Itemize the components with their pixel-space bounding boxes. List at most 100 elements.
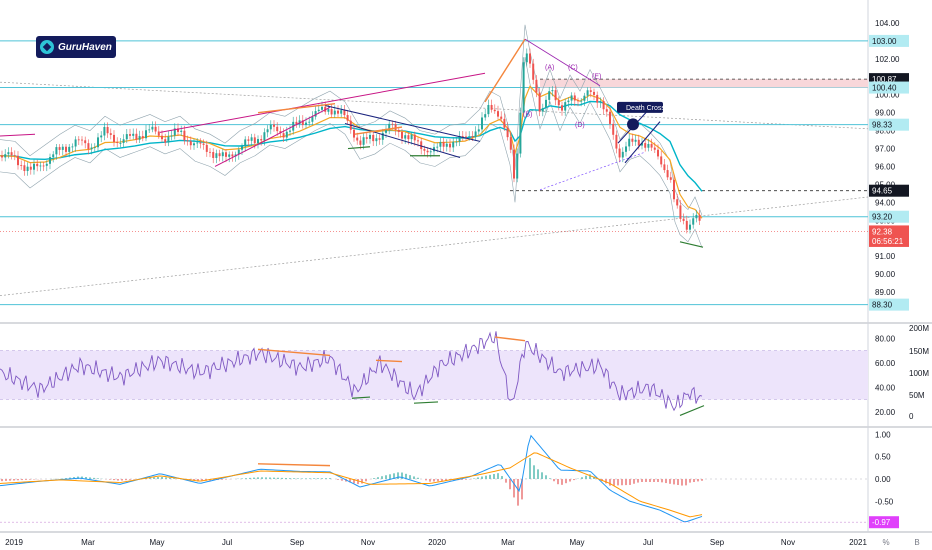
macd-histogram-bar xyxy=(649,479,651,482)
macd-histogram-bar xyxy=(65,478,67,479)
candle-body xyxy=(257,139,259,144)
candle-body xyxy=(433,147,435,152)
candle-body xyxy=(525,53,528,63)
candle-body xyxy=(599,101,602,103)
candle-body xyxy=(170,135,173,137)
rsi-band xyxy=(0,350,868,400)
candle-body xyxy=(685,220,688,230)
candle-body xyxy=(596,94,599,103)
candle-body xyxy=(39,165,42,167)
macd-tick-label: 1.00 xyxy=(875,430,891,439)
candle-body xyxy=(164,139,167,143)
percent-toggle[interactable]: % xyxy=(882,538,889,547)
macd-line xyxy=(0,434,703,523)
candle-body xyxy=(692,218,695,225)
macd-histogram-bar xyxy=(633,479,635,484)
candle-body xyxy=(250,137,253,141)
price-tag-label: 93.20 xyxy=(872,213,893,222)
price-tag xyxy=(869,298,909,311)
macd-histogram-bar xyxy=(493,474,495,479)
time-axis-label: 2021 xyxy=(849,538,867,547)
rsi-divergence xyxy=(375,359,403,363)
candle-body xyxy=(241,146,243,150)
candle-body xyxy=(381,132,384,140)
candle-body xyxy=(129,134,131,136)
candle-body xyxy=(618,148,621,158)
macd-histogram-bar xyxy=(521,479,523,500)
candle-body xyxy=(698,214,701,221)
macd-histogram-bar xyxy=(637,479,639,483)
candle-body xyxy=(372,134,375,142)
candle-body xyxy=(61,146,64,150)
macd-histogram-bar xyxy=(357,479,359,485)
candle-body xyxy=(209,151,211,153)
macd-histogram-bar xyxy=(245,478,247,479)
candle-body xyxy=(535,79,538,93)
candle-body xyxy=(58,147,61,150)
macd-histogram-bar xyxy=(153,477,155,479)
candle-body xyxy=(634,139,637,142)
death-cross-callout xyxy=(617,101,663,113)
candle-body xyxy=(442,141,445,147)
logo-icon xyxy=(40,40,54,54)
candle-body xyxy=(33,163,35,170)
price-tick-label: 96.00 xyxy=(875,162,896,171)
candle-body xyxy=(609,111,611,124)
candle-body xyxy=(263,132,266,141)
macd-histogram-bar xyxy=(273,477,275,479)
candle-body xyxy=(551,90,554,92)
scale-toggle[interactable]: B xyxy=(914,538,919,547)
candle-body xyxy=(666,170,669,178)
macd-histogram-bar xyxy=(581,477,583,479)
macd-histogram-bar xyxy=(1,479,3,482)
candle-body xyxy=(330,109,333,115)
candle-body xyxy=(231,154,234,157)
macd-histogram-bar xyxy=(305,478,307,479)
wave-label: (A) xyxy=(545,65,554,72)
candle-body xyxy=(173,128,176,136)
macd-histogram-bar xyxy=(93,477,95,479)
macd-histogram-bar xyxy=(113,479,115,481)
candle-body xyxy=(218,153,221,157)
macd-histogram-bar xyxy=(293,478,295,479)
macd-histogram-bar xyxy=(429,479,431,482)
macd-histogram-bar xyxy=(313,478,315,479)
volume-tick-label: 150M xyxy=(909,347,929,356)
pattern-trendline xyxy=(159,72,486,133)
signal-line xyxy=(0,452,703,518)
resistance-zone xyxy=(540,79,868,88)
candle-body xyxy=(538,92,541,112)
candle-body xyxy=(55,147,58,155)
macd-histogram-bar xyxy=(249,477,251,479)
candle-body xyxy=(503,118,506,128)
price-tick-label: 94.00 xyxy=(875,198,896,207)
candle-body xyxy=(183,130,186,141)
macd-histogram-bar xyxy=(625,479,627,486)
candle-body xyxy=(506,127,509,138)
candle-body xyxy=(541,108,544,112)
macd-histogram-bar xyxy=(665,479,667,484)
macd-histogram-bar xyxy=(201,479,203,482)
macd-tick-label: 0.50 xyxy=(875,453,891,462)
divergence-line xyxy=(347,146,371,150)
candle-body xyxy=(282,133,285,138)
candle-body xyxy=(589,90,592,92)
macd-histogram-bar xyxy=(661,479,663,483)
macd-histogram-bar xyxy=(329,478,331,479)
candle-body xyxy=(423,149,426,151)
price-tag-label: 06:56:21 xyxy=(872,237,904,246)
candle-body xyxy=(545,99,547,109)
macd-histogram-bar xyxy=(261,477,263,479)
candle-body xyxy=(87,143,90,150)
price-tag-label: 94.65 xyxy=(872,187,893,196)
macd-histogram-bar xyxy=(161,476,163,479)
price-tick-label: 100.00 xyxy=(875,91,900,100)
price-tag-label: 88.30 xyxy=(872,301,893,310)
candle-body xyxy=(314,111,317,117)
candle-body xyxy=(356,137,359,141)
macd-histogram-bar xyxy=(589,474,591,479)
pattern-trendline xyxy=(214,106,331,167)
candle-body xyxy=(45,163,48,166)
candle-body xyxy=(561,105,563,111)
